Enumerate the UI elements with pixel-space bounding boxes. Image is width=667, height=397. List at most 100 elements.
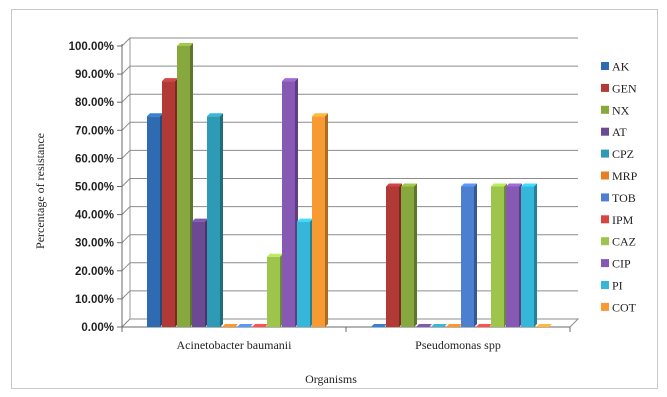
bar-top [237,324,253,327]
legend-item-pi: PI [601,279,623,293]
bar-front [401,186,414,327]
legend-label: GEN [612,81,637,95]
legend-item-cot: COT [601,300,637,314]
bar-top [521,183,537,187]
bar-side [220,113,223,327]
bar-front [267,256,280,327]
bar-caz-2 [491,183,507,327]
legend-item-ak: AK [601,60,630,74]
bar-tob-1 [237,324,253,327]
bar-front [386,186,399,327]
legend-item-nx: NX [601,103,630,117]
bar-ipm-2 [476,324,492,327]
bar-top [267,253,283,257]
bar-cip-1 [282,78,298,327]
legend-label: TOB [612,191,636,205]
bar-gen-2 [386,183,402,327]
bar-side [534,183,537,327]
legend-swatch [601,281,609,289]
bar-at-1 [192,218,208,327]
gridline [121,93,578,103]
legend-label: PI [612,279,623,293]
x-axis-title: Organisms [305,372,357,386]
bar-front [312,116,325,327]
bar-front [207,116,220,327]
y-tick-label: 70.00% [75,125,114,137]
bar-front [147,116,160,327]
bar-cot-2 [536,324,552,327]
bar-top [476,324,492,327]
gridline [121,234,578,244]
bar-front [506,186,519,327]
gridline [121,121,578,131]
legend-label: COT [612,300,637,314]
y-tick-label: 30.00% [75,238,114,250]
bar-caz-1 [267,253,283,327]
legend-swatch [601,127,609,136]
bar-top [401,183,417,187]
bar-side [414,183,417,327]
bar-front [461,186,474,327]
legend-swatch [601,302,609,311]
legend-swatch [601,215,609,224]
legend-item-at: AT [601,125,627,139]
legend-label: AT [612,125,627,139]
bar-front [521,186,534,327]
legend-item-ipm: IPM [601,213,634,227]
y-tick-label: 90.00% [75,69,114,81]
legend-item-gen: GEN [601,81,637,95]
y-tick-label: 40.00% [75,210,114,222]
bar-top [147,113,163,117]
bar-gen-1 [162,78,178,327]
legend-swatch [601,83,609,92]
bar-front [177,46,190,327]
y-axis-title: Percentage of resistance [33,133,47,249]
legend-label: MRP [612,169,638,183]
y-tick-label: 10.00% [75,294,114,306]
bar-pi-2 [521,183,537,327]
y-tick-label: 80.00% [75,97,114,109]
bar-front [491,186,504,327]
bar-top [207,113,223,117]
legend-swatch [601,193,609,202]
bar-top [252,324,268,327]
bar-front [297,221,310,327]
bar-top [282,78,298,82]
bar-mrp-2 [446,324,462,327]
bar-cpz-1 [207,113,223,327]
bar-top [431,324,447,327]
bar-cpz-2 [431,324,447,327]
bar-top [177,43,193,46]
y-tick-label: 50.00% [75,182,114,194]
bar-top [192,218,208,222]
legend-item-tob: TOB [601,191,636,205]
legend-label: CIP [612,257,631,271]
bar-top [446,324,462,327]
bar-top [162,78,178,82]
gridline [121,262,578,272]
legend-swatch [601,171,609,180]
bar-top [371,324,387,327]
bar-nx-1 [177,43,193,327]
bar-ipm-1 [252,324,268,327]
bar-pi-1 [297,218,313,327]
bar-top [491,183,507,187]
bar-ak-2 [371,324,387,327]
legend-label: NX [612,103,630,117]
y-tick-label: 0.00% [81,322,114,334]
legend-swatch [601,149,609,158]
bar-top [222,324,238,327]
legend-label: CAZ [612,235,636,249]
gridline [121,149,578,159]
gridline [121,290,578,300]
bar-top [536,324,552,327]
bar-tob-2 [461,183,477,327]
bar-nx-2 [401,183,417,327]
gridline [121,65,578,75]
bar-front [162,81,175,327]
bar-ak-1 [147,113,163,327]
bar-cip-2 [506,183,522,327]
bar-side [474,183,477,327]
x-category-label: Pseudomonas spp [415,338,501,352]
bar-mrp-1 [222,324,238,327]
